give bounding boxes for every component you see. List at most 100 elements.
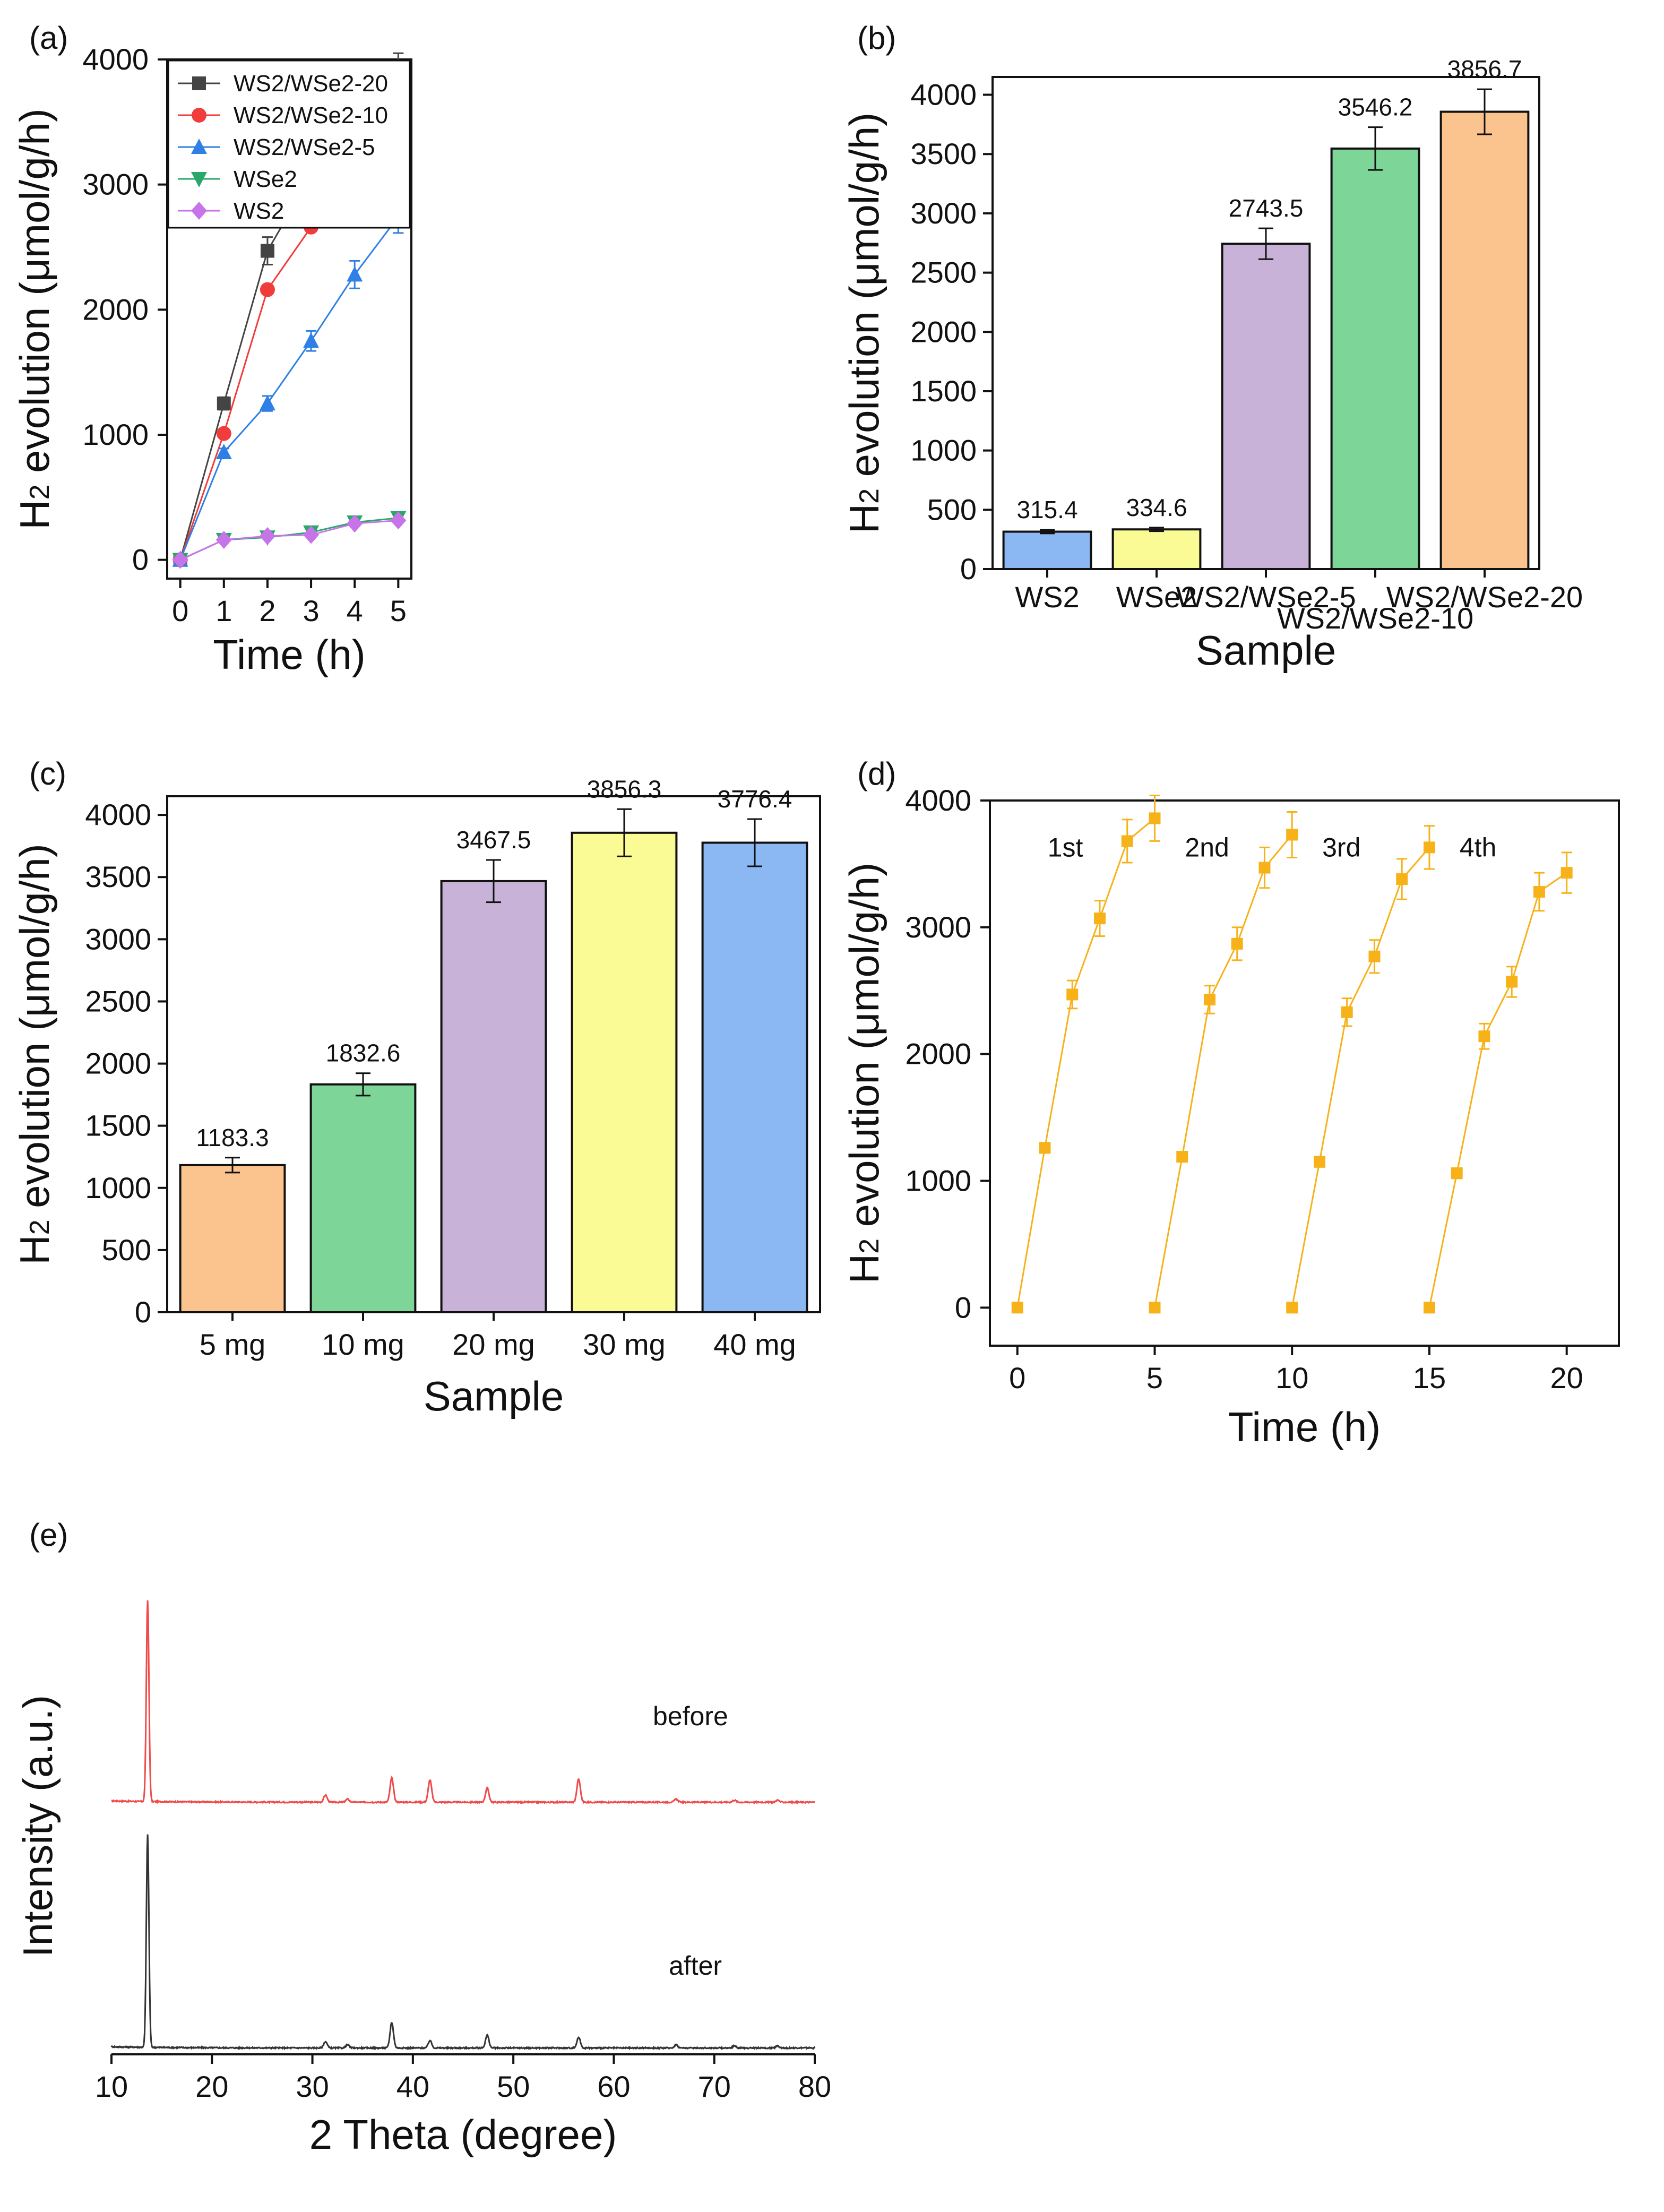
panel-a-legend-label: WS2/WSe2-5	[234, 134, 375, 160]
panel-a-y-tick-label: 0	[132, 543, 149, 576]
panel-c-x-axis-title: Sample	[424, 1373, 564, 1419]
panel-e-x-tick-label: 10	[95, 2070, 128, 2103]
panel-d-cycle-3: 4th	[1423, 833, 1573, 1314]
panel-b-y-tick-label: 4000	[910, 78, 977, 111]
panel-d-cycle-line	[1291, 847, 1430, 1308]
panel-d-y-tick-label: 3000	[905, 910, 971, 944]
panel-c-label: (c)	[29, 756, 66, 791]
panel-d-plot-frame	[989, 799, 1620, 1347]
panel-a-plot-frame	[166, 58, 412, 580]
panel-c-data-label: 3467.5	[456, 826, 531, 854]
panel-a-data-point	[260, 244, 274, 258]
panel-a-legend-marker	[191, 139, 207, 154]
panel-d-data-point	[1423, 841, 1435, 854]
panel-b-category-label: WS2/WSe2-10	[1277, 601, 1473, 635]
panel-b-y-tick-label: 3500	[910, 137, 977, 170]
panel-b-y-tick-label: 0	[960, 552, 977, 586]
panel-d: (d) 0 5 10 15 20 0 1000 2000 3000 4000 Time (h) H2 e…	[841, 756, 1620, 1450]
panel-a-series-3	[172, 511, 407, 569]
panel-c-error-bar	[747, 818, 762, 867]
panel-a-legend: WS2/WSe2-20 WS2/WSe2-10 WS2/WSe2-5 WSe2 WS2	[167, 59, 411, 229]
panel-a-data-point	[172, 550, 188, 569]
panel-b-error-bar	[1258, 227, 1273, 260]
panel-a-legend-marker	[192, 76, 206, 90]
panel-a-data-point	[390, 511, 407, 530]
panel-a-data-point	[303, 332, 320, 348]
panel-b-data-label: 3856.7	[1447, 55, 1522, 83]
panel-c-y-tick-label: 3000	[85, 922, 151, 956]
panel-a-y-tick-label: 4000	[82, 42, 149, 76]
panel-e-x-tick-label: 30	[296, 2070, 329, 2103]
panel-d-y-tick-label: 1000	[905, 1164, 971, 1198]
panel-d-data-point	[1533, 885, 1545, 898]
panel-d-data-point	[1149, 1302, 1161, 1314]
panel-b-error-bar	[1040, 529, 1055, 535]
panel-b-bar	[1221, 243, 1311, 570]
panel-a-data-point	[215, 530, 232, 549]
panel-d-data-point	[1478, 1030, 1490, 1043]
panel-c-bar	[571, 831, 678, 1314]
panel-a-data-point	[259, 395, 275, 411]
panel-d-cycle-label: 4th	[1460, 833, 1497, 863]
panel-d-cycle-line	[1154, 834, 1293, 1308]
panel-d-cycle-2: 3rd	[1286, 825, 1435, 1314]
panel-d-data-point	[1231, 937, 1243, 950]
panel-c-y-tick-label: 0	[135, 1295, 151, 1329]
panel-a-y-tick-label: 3000	[82, 168, 149, 201]
panel-c-data-label: 3856.3	[587, 775, 662, 803]
panel-a-data-point	[347, 514, 363, 533]
panel-c-y-tick-label: 1000	[85, 1171, 151, 1204]
panel-d-data-point	[1286, 829, 1298, 841]
panel-b-y-tick-label: 500	[927, 493, 977, 526]
panel-b-data-label: 334.6	[1126, 494, 1187, 521]
panel-b-category-label: WSe2	[1116, 580, 1197, 614]
panel-c-y-tick-label: 3500	[85, 860, 151, 893]
panel-c-error-bar	[617, 808, 632, 857]
panel-d-x-tick-label: 20	[1550, 1361, 1583, 1395]
panel-e-x-tick-label: 60	[597, 2070, 630, 2103]
panel-a-series-line	[179, 216, 399, 561]
panel-d-data-point	[1341, 1006, 1353, 1018]
panel-c-y-tick-label: 4000	[85, 798, 151, 831]
panel-b-error-bar	[1368, 126, 1383, 171]
panel-d-data-point	[1560, 867, 1573, 879]
panel-d-data-point	[1149, 812, 1161, 824]
panel-d-label: (d)	[857, 756, 896, 791]
panel-b-error-bar	[1477, 88, 1492, 135]
panel-a-x-tick-label: 2	[259, 594, 275, 627]
panel-c-category-label: 10 mg	[322, 1328, 404, 1361]
panel-d-cycle-label: 3rd	[1322, 833, 1360, 863]
panel-a-data-point	[215, 443, 232, 459]
panel-b-x-axis-title: Sample	[1196, 627, 1336, 674]
panel-b-data-label: 2743.5	[1229, 194, 1304, 222]
panel-a-legend-box	[167, 59, 411, 229]
panel-d-data-point	[1203, 993, 1215, 1005]
panel-b-bar	[1111, 528, 1202, 570]
panel-e-x-tick-label: 40	[396, 2070, 429, 2103]
panel-a-x-tick-label: 0	[172, 594, 188, 627]
panel-d-data-point	[1176, 1151, 1188, 1163]
panel-b-bar	[1330, 147, 1420, 570]
panel-a-data-point	[347, 266, 363, 282]
panel-c-bar	[309, 1083, 417, 1313]
panel-c-data-label: 1183.3	[196, 1124, 269, 1151]
panel-c-bar	[701, 841, 808, 1313]
panel-e-x-tick-label: 50	[497, 2070, 530, 2103]
panel-c-category-label: 40 mg	[713, 1328, 796, 1361]
panel-c-data-label: 1832.6	[326, 1039, 401, 1067]
panel-c-error-bar	[356, 1072, 370, 1097]
panel-d-cycle-1: 2nd	[1149, 811, 1298, 1314]
panel-d-data-point	[1396, 873, 1408, 885]
panel-d-cycle-label: 1st	[1048, 833, 1083, 863]
panel-b-category-label: WS2	[1015, 580, 1079, 614]
panel-c-bar	[179, 1164, 286, 1313]
panel-a-legend-marker	[191, 172, 207, 187]
panel-a-legend-marker	[192, 108, 206, 123]
panel-a-y-tick-label: 2000	[82, 292, 149, 326]
panel-d-data-point	[1451, 1167, 1463, 1180]
panel-a-data-point	[217, 397, 231, 411]
panel-d-data-point	[1039, 1142, 1051, 1154]
panel-c-y-tick-label: 2500	[85, 984, 151, 1018]
